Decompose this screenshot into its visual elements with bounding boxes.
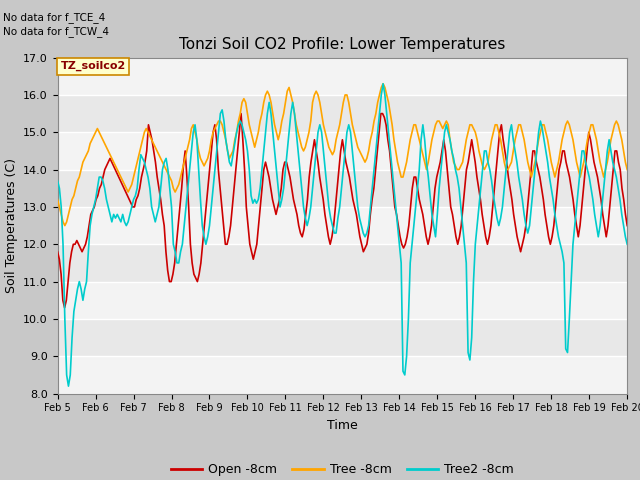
Tree2 -8cm [65, 383, 72, 389]
Bar [58, 207, 627, 244]
Open -8cm [109, 163, 117, 169]
Open -8cm [520, 234, 528, 240]
Tree2 -8cm [81, 286, 88, 292]
Tree -8cm [623, 167, 631, 172]
Open -8cm [171, 260, 179, 266]
Text: No data for f_TCW_4: No data for f_TCW_4 [3, 26, 109, 37]
Tree -8cm [67, 204, 74, 210]
Tree2 -8cm [352, 185, 360, 191]
Open -8cm [623, 223, 631, 228]
Tree -8cm [266, 92, 273, 98]
Tree2 -8cm [67, 372, 74, 378]
Text: TZ_soilco2: TZ_soilco2 [60, 61, 125, 71]
Tree -8cm [68, 197, 76, 203]
Tree -8cm [61, 223, 68, 228]
Line: Tree2 -8cm: Tree2 -8cm [58, 84, 627, 386]
Bar [58, 132, 627, 169]
Bar [58, 58, 627, 95]
Tree -8cm [81, 156, 88, 161]
Tree -8cm [380, 81, 387, 86]
Line: Tree -8cm: Tree -8cm [58, 84, 627, 226]
Tree2 -8cm [266, 99, 273, 105]
Title: Tonzi Soil CO2 Profile: Lower Temperatures: Tonzi Soil CO2 Profile: Lower Temperatur… [179, 37, 506, 52]
Open -8cm [351, 204, 358, 210]
Tree -8cm [287, 92, 294, 98]
Open -8cm [188, 260, 196, 266]
Bar [58, 282, 627, 319]
Tree2 -8cm [380, 81, 387, 86]
Bar [58, 356, 627, 394]
Tree2 -8cm [287, 111, 294, 117]
Open -8cm [456, 234, 463, 240]
Y-axis label: Soil Temperatures (C): Soil Temperatures (C) [4, 158, 17, 293]
Text: No data for f_TCE_4: No data for f_TCE_4 [3, 12, 106, 23]
Legend: Open -8cm, Tree -8cm, Tree2 -8cm: Open -8cm, Tree -8cm, Tree2 -8cm [166, 458, 519, 480]
Tree2 -8cm [623, 241, 631, 247]
Tree -8cm [352, 137, 360, 143]
X-axis label: Time: Time [327, 419, 358, 432]
Line: Open -8cm: Open -8cm [58, 114, 627, 308]
Tree2 -8cm [68, 335, 76, 340]
Open -8cm [237, 111, 245, 117]
Tree2 -8cm [54, 178, 61, 184]
Tree -8cm [54, 197, 61, 203]
Open -8cm [54, 249, 61, 254]
Open -8cm [61, 305, 68, 311]
